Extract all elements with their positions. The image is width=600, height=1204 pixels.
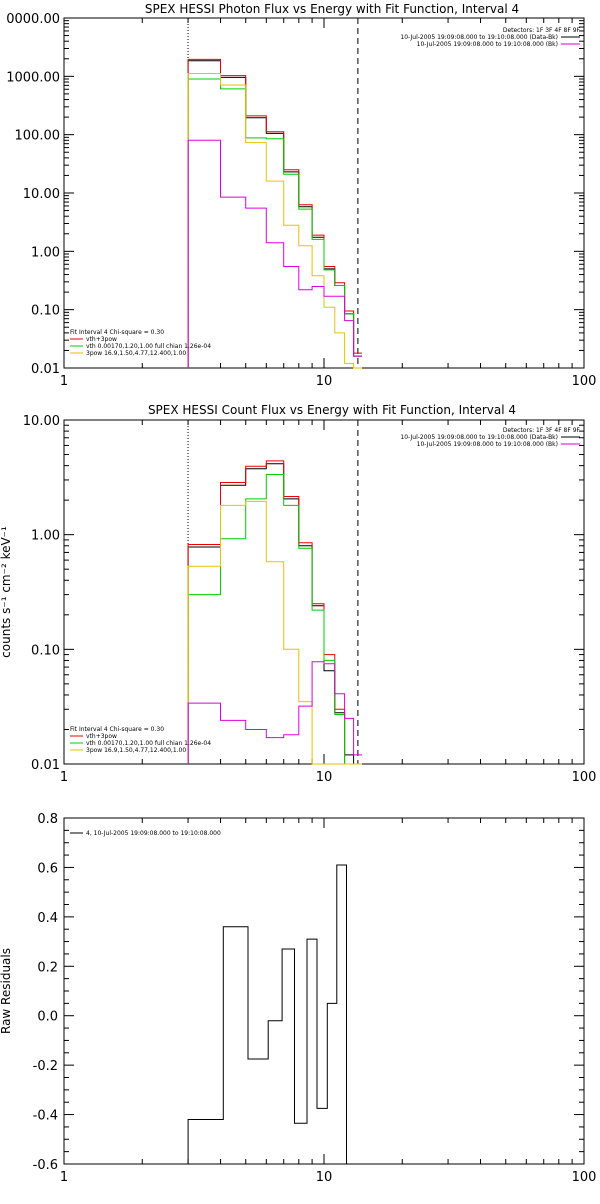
count-flux-plot-frame bbox=[63, 419, 585, 765]
y-tick-label: 10.00 bbox=[23, 414, 60, 429]
x-tick-label: 100 bbox=[572, 1170, 597, 1185]
photon-flux-ticks: 1 10 100 0.01 0.10 1.00 10.00 100.00 1000.00 0000… bbox=[6, 12, 596, 389]
count-flux-chart: SPEX HESSI Count Flux vs Energy with Fit… bbox=[0, 403, 596, 785]
residuals-ylabel: Raw Residuals bbox=[0, 948, 13, 1034]
residuals-chart: Raw Residuals 1 10 100 -0.6 -0.4 -0.2 0.0 0.2 0.… bbox=[0, 812, 596, 1185]
count-flux-series bbox=[187, 460, 362, 765]
legend-3pow: 3pow 16.9,1.50,4.77,12.400,1.00 bbox=[86, 350, 186, 357]
count-flux-ylabel: counts s⁻¹ cm⁻² keV⁻¹ bbox=[0, 526, 13, 658]
series-data-histogram bbox=[187, 463, 362, 765]
photon-flux-chart: SPEX HESSI Photon Flux vs Energy with Fi… bbox=[6, 2, 596, 389]
y-tick-label: 0.10 bbox=[31, 304, 60, 319]
y-tick-label: -0.2 bbox=[33, 1059, 58, 1074]
series-bk-histogram bbox=[187, 139, 362, 368]
series-vth-histogram bbox=[187, 474, 362, 765]
legend-right-entry-data-bk: 10-Jul-2005 19:09:08.000 to 19:10:08.000… bbox=[400, 34, 558, 41]
y-tick-label: 1.00 bbox=[31, 245, 60, 260]
y-tick-label: 0.10 bbox=[31, 643, 60, 658]
residuals-ticks: 1 10 100 -0.6 -0.4 -0.2 0.0 0.2 0.4 0.6 0.8 bbox=[33, 812, 597, 1185]
x-tick-label: 10 bbox=[316, 374, 333, 389]
series-bk-histogram bbox=[187, 661, 362, 764]
legend-residuals: 4, 10-Jul-2005 19:09:08.000 to 19:10:08.… bbox=[86, 830, 221, 837]
y-tick-label: 1.00 bbox=[31, 529, 60, 544]
series-vth-3pow-histogram bbox=[187, 460, 362, 765]
photon-flux-detectors: Detectors: 1F 3F 4F 8F 9F bbox=[503, 27, 581, 34]
x-tick-label: 1 bbox=[60, 1170, 68, 1185]
y-tick-label: 0000.00 bbox=[6, 12, 60, 27]
photon-flux-series bbox=[187, 58, 362, 369]
residuals-series bbox=[187, 864, 358, 1165]
count-flux-detectors: Detectors: 1F 3F 4F 8F 9F bbox=[503, 427, 581, 434]
count-flux-legend-left: Fit Interval 4 Chi-square = 0.30 vth+3po… bbox=[70, 726, 211, 754]
y-tick-label: 0.01 bbox=[31, 758, 60, 773]
count-flux-title: SPEX HESSI Count Flux vs Energy with Fit… bbox=[148, 403, 516, 417]
y-tick-label: 10.00 bbox=[23, 187, 60, 202]
series-vth-3pow-histogram bbox=[187, 58, 362, 368]
legend-vth-3pow: vth+3pow bbox=[86, 733, 117, 740]
x-tick-label: 1 bbox=[60, 374, 68, 389]
legend-right-entry-data-bk: 10-Jul-2005 19:09:08.000 to 19:10:08.000… bbox=[400, 434, 558, 441]
count-flux-legend-right: 10-Jul-2005 19:09:08.000 to 19:10:08.000… bbox=[400, 434, 580, 448]
y-tick-label: 1000.00 bbox=[6, 70, 60, 85]
y-tick-label: 0.01 bbox=[31, 362, 60, 377]
y-tick-label: 0.8 bbox=[37, 812, 58, 827]
legend-right-entry-bk: 10-Jul-2005 19:09:08.000 to 19:10:08.000… bbox=[417, 41, 558, 48]
x-tick-label: 100 bbox=[572, 770, 597, 785]
count-flux-ticks: 1 10 100 0.01 0.10 1.00 10.00 bbox=[23, 414, 597, 785]
photon-flux-plot-frame bbox=[63, 17, 585, 369]
legend-fit-interval: Fit Interval 4 Chi-square = 0.30 bbox=[70, 726, 164, 733]
y-tick-label: 0.6 bbox=[37, 861, 58, 876]
residuals-plot-frame bbox=[63, 817, 585, 1165]
legend-vth: vth 0.00170,1.20,1.00 full chian 1.26e-0… bbox=[86, 740, 211, 747]
photon-flux-title: SPEX HESSI Photon Flux vs Energy with Fi… bbox=[145, 2, 519, 16]
photon-flux-legend-left: Fit Interval 4 Chi-square = 0.30 vth+3po… bbox=[70, 329, 211, 357]
series-3pow-histogram bbox=[187, 500, 362, 765]
legend-right-entry-bk: 10-Jul-2005 19:09:08.000 to 19:10:08.000… bbox=[417, 441, 558, 448]
y-tick-label: -0.6 bbox=[33, 1158, 58, 1173]
y-tick-label: 0.4 bbox=[37, 911, 58, 926]
legend-3pow: 3pow 16.9,1.50,4.77,12.400,1.00 bbox=[86, 747, 186, 754]
legend-fit-interval: Fit Interval 4 Chi-square = 0.30 bbox=[70, 329, 164, 336]
count-flux-range-lines bbox=[187, 420, 359, 764]
photon-flux-range-lines bbox=[187, 18, 359, 368]
x-tick-label: 100 bbox=[572, 374, 597, 389]
series-data-histogram bbox=[187, 864, 358, 1165]
x-tick-label: 10 bbox=[316, 770, 333, 785]
y-tick-label: 0.0 bbox=[37, 1010, 58, 1025]
x-tick-label: 1 bbox=[60, 770, 68, 785]
photon-flux-legend-right: 10-Jul-2005 19:09:08.000 to 19:10:08.000… bbox=[400, 34, 580, 48]
series-3pow-histogram bbox=[187, 73, 362, 369]
legend-vth-3pow: vth+3pow bbox=[86, 336, 117, 343]
series-vth-histogram bbox=[187, 78, 362, 368]
legend-vth: vth 0.00170,1.20,1.00 full chian 1.26e-0… bbox=[86, 343, 211, 350]
y-tick-label: 0.2 bbox=[37, 960, 58, 975]
residuals-legend: 4, 10-Jul-2005 19:09:08.000 to 19:10:08.… bbox=[70, 830, 221, 837]
x-tick-label: 10 bbox=[316, 1170, 333, 1185]
series-data-histogram bbox=[187, 60, 362, 368]
y-tick-label: -0.4 bbox=[33, 1109, 58, 1124]
y-tick-label: 100.00 bbox=[15, 129, 61, 144]
